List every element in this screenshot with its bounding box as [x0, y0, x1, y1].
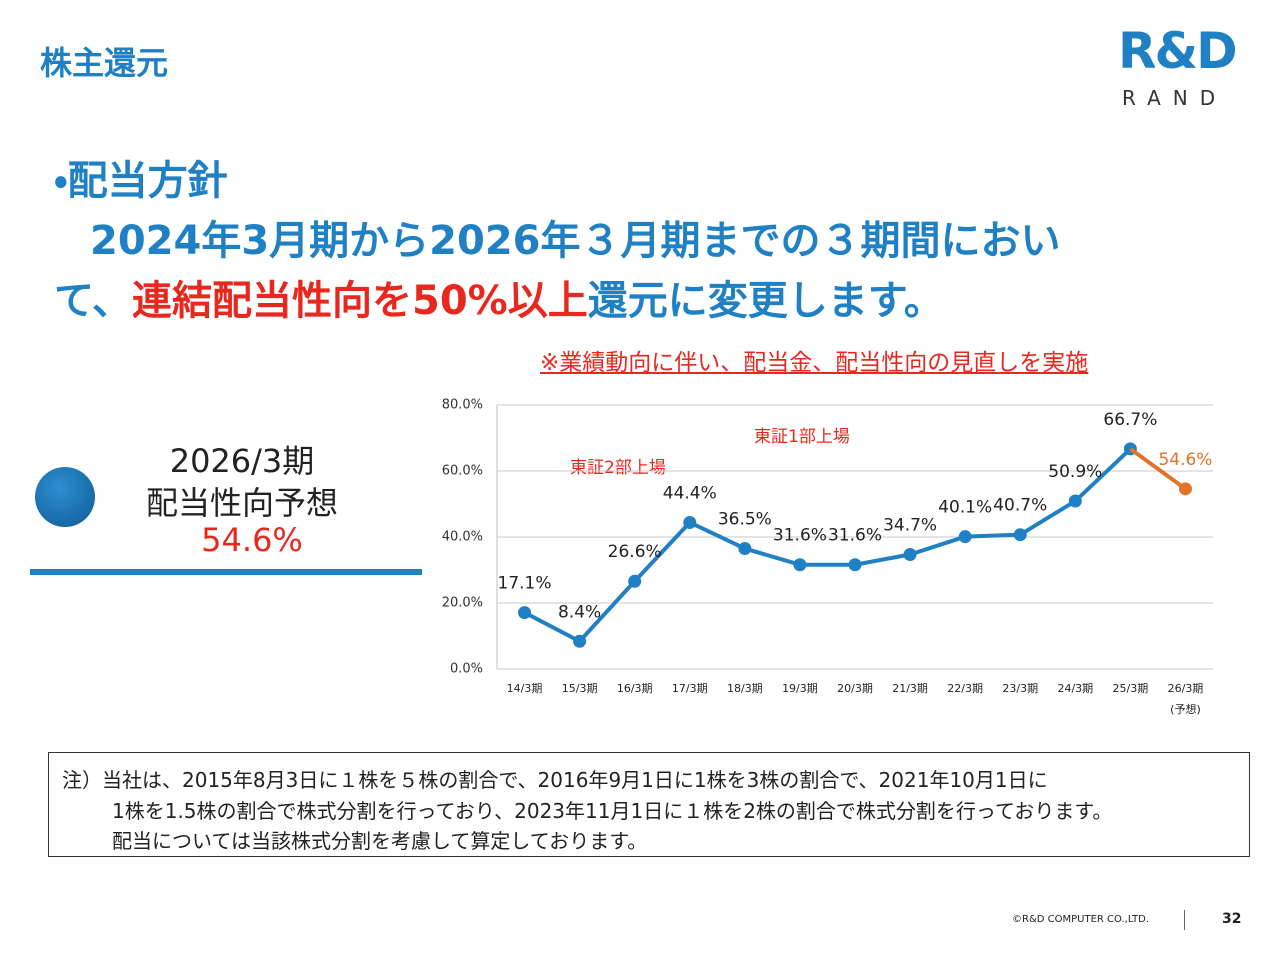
marker [793, 558, 807, 572]
data-label: 36.5% [718, 510, 772, 530]
data-label: 40.7% [993, 496, 1047, 516]
note-line: 注）当社は、2015年8月3日に１株を５株の割合で、2016年9月1日に1株を3… [62, 768, 1048, 792]
x-tick-label: 21/3期 [892, 682, 928, 695]
marker [848, 558, 862, 572]
x-tick-label: 19/3期 [782, 682, 818, 695]
note-line: 配当については当該株式分割を考慮して算定しております。 [112, 829, 648, 853]
data-label: 26.6% [608, 542, 662, 562]
x-tick-label: 16/3期 [617, 682, 653, 695]
marker [958, 530, 972, 544]
marker [738, 542, 752, 556]
note-line: 1株を1.5株の割合で株式分割を行っており、2023年11月1日に１株を2株の割… [112, 799, 1113, 823]
x-tick-label: 14/3期 [507, 682, 543, 695]
divider [30, 569, 422, 575]
marker [628, 574, 642, 588]
marker [573, 634, 587, 648]
logo-name: RAND [1122, 86, 1228, 110]
y-tick-label: 60.0% [442, 464, 483, 479]
policy-remark: ※業績動向に伴い、配当金、配当性向の見直しを実施 [540, 350, 1089, 376]
page-number: 32 [1222, 911, 1242, 927]
x-tick-label: 22/3期 [947, 682, 983, 695]
x-tick-label: 25/3期 [1113, 682, 1149, 695]
x-tick-label: 15/3期 [562, 682, 598, 695]
note-box [48, 752, 1250, 857]
annotation: 東証2部上場 [570, 458, 666, 478]
data-label: 17.1% [498, 574, 552, 594]
separator [1184, 910, 1185, 930]
slide-title: 株主還元 [40, 44, 169, 82]
data-label: 31.6% [773, 526, 827, 546]
y-tick-label: 80.0% [442, 398, 483, 413]
policy-text: 還元に変更します。 [587, 278, 944, 324]
copyright: ©R&D COMPUTER CO.,LTD. [1012, 914, 1149, 925]
data-label: 66.7% [1103, 410, 1157, 430]
marker [1178, 482, 1192, 496]
x-tick-label: 17/3期 [672, 682, 708, 695]
policy-line: 2024年3月期から2026年３月期までの３期間におい [90, 218, 1061, 264]
bullet-circle [35, 467, 95, 527]
data-label: 40.1% [938, 498, 992, 518]
y-tick-label: 40.0% [442, 530, 483, 545]
data-label: 54.6% [1158, 450, 1212, 470]
y-tick-label: 0.0% [450, 662, 483, 677]
marker [903, 547, 917, 561]
policy-heading: ・配当方針 [54, 158, 228, 204]
data-label: 34.7% [883, 515, 937, 535]
policy-line: て、連結配当性向を50%以上還元に変更します。 [54, 268, 944, 326]
x-tick-label: 20/3期 [837, 682, 873, 695]
data-label: 31.6% [828, 526, 882, 546]
forecast-period: 2026/3期 [169, 442, 315, 480]
line [1129, 447, 1187, 491]
policy-text: て、 [54, 278, 132, 324]
forecast-value: 54.6% [201, 521, 303, 559]
x-tick-label: 24/3期 [1057, 682, 1093, 695]
line [523, 447, 1132, 644]
x-tick-label: 18/3期 [727, 682, 763, 695]
logo-mark: R&D [1118, 22, 1238, 80]
data-label: 50.9% [1048, 462, 1102, 482]
forecast-label: 配当性向予想 [145, 484, 338, 522]
x-tick-note: (予想) [1170, 702, 1201, 716]
marker [1068, 494, 1082, 508]
data-label: 44.4% [663, 483, 717, 503]
x-tick-label: 26/3期 [1168, 682, 1204, 695]
x-tick-label: 23/3期 [1002, 682, 1038, 695]
annotation: 東証1部上場 [754, 427, 850, 447]
marker [518, 606, 532, 620]
policy-highlight: 連結配当性向を50%以上 [132, 278, 588, 324]
data-label: 8.4% [558, 602, 601, 622]
marker [1013, 528, 1027, 542]
y-tick-label: 20.0% [442, 596, 483, 611]
marker [683, 515, 697, 529]
